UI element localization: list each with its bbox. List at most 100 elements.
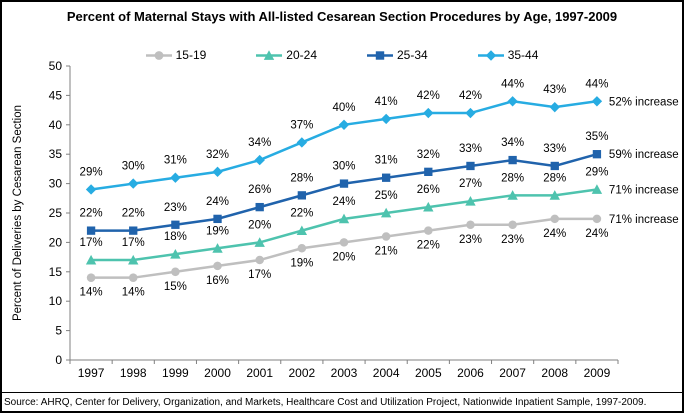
circle-marker	[592, 214, 602, 224]
triangle-legend-marker-icon	[256, 49, 283, 60]
circle-marker	[128, 273, 138, 282]
data-label: 34%	[248, 137, 271, 149]
data-label: 17%	[248, 269, 271, 281]
circle-marker	[86, 273, 96, 282]
y-tick-label: 10	[49, 294, 63, 308]
legend-label: 20-24	[286, 48, 317, 62]
triangle-marker	[128, 254, 139, 265]
triangle-marker	[254, 237, 265, 247]
square-marker	[171, 220, 180, 229]
data-label: 24%	[543, 228, 566, 240]
data-label: 14%	[80, 287, 103, 299]
increase-annotation: 71% increase	[609, 184, 679, 196]
square-marker	[86, 226, 96, 235]
y-tick-label: 30	[49, 177, 63, 191]
data-label: 22%	[122, 208, 145, 220]
line-chart-plot: 0 5 10 15 20 25 30 35 40 45 50 1997 1998 1999 2000 2001…	[12, 59, 679, 380]
circle-marker	[466, 220, 475, 230]
x-tick-label: 2006	[457, 366, 484, 380]
data-label: 44%	[501, 78, 524, 90]
data-label: 28%	[501, 172, 524, 184]
triangle-marker	[85, 254, 97, 265]
y-axis-title: Percent of Deliveries by Cesarean Sectio…	[12, 105, 24, 321]
chart-legend: 15-19 20-24 25-34 35-44	[2, 48, 682, 62]
data-label: 30%	[122, 161, 145, 173]
legend-item-35-44: 35-44	[477, 48, 539, 62]
data-label: 31%	[164, 155, 187, 167]
data-label: 34%	[501, 137, 524, 149]
x-tick-label: 2008	[541, 366, 568, 380]
diamond-marker	[170, 172, 181, 183]
data-label: 23%	[164, 202, 187, 214]
triangle-marker	[465, 196, 476, 206]
square-legend-marker-icon	[367, 50, 393, 60]
x-tick-label: 2001	[246, 366, 273, 380]
x-tick-label: 2000	[204, 366, 231, 380]
diamond-marker	[85, 184, 97, 195]
triangle-marker	[591, 184, 603, 194]
square-marker	[508, 155, 517, 165]
data-label: 21%	[375, 246, 398, 258]
diamond-marker	[423, 107, 434, 119]
data-label: 43%	[543, 84, 566, 96]
legend-item-25-34: 25-34	[367, 48, 428, 62]
triangle-marker	[380, 207, 392, 218]
data-label: 22%	[290, 208, 313, 220]
y-tick-label: 40	[49, 118, 63, 132]
y-tick-label: 15	[49, 265, 63, 279]
circle-marker	[508, 220, 517, 230]
square-marker	[297, 191, 307, 200]
data-label: 18%	[164, 231, 187, 243]
x-tick-label: 1997	[78, 366, 105, 380]
data-label: 19%	[290, 257, 313, 269]
circle-marker	[424, 226, 433, 235]
diamond-marker	[338, 119, 350, 130]
data-label: 14%	[122, 287, 145, 299]
x-tick-label: 2009	[584, 366, 611, 380]
triangle-marker	[549, 190, 560, 200]
square-marker	[213, 214, 222, 224]
circle-marker	[213, 261, 222, 271]
data-label: 40%	[332, 102, 355, 114]
data-label: 37%	[290, 119, 313, 131]
square-marker	[466, 161, 475, 171]
data-label: 23%	[459, 234, 482, 246]
square-marker	[339, 179, 349, 188]
legend-label: 25-34	[397, 48, 428, 62]
data-label: 42%	[459, 90, 482, 102]
data-label: 32%	[417, 149, 440, 161]
square-marker	[129, 226, 138, 235]
source-note: Source: AHRQ, Center for Delivery, Organ…	[2, 392, 682, 411]
square-marker	[592, 150, 602, 159]
x-tick-label: 2004	[373, 366, 400, 380]
legend-item-20-24: 20-24	[256, 48, 317, 62]
data-label: 30%	[332, 161, 355, 173]
series-line-15-19	[91, 217, 597, 279]
y-tick-label: 0	[55, 353, 62, 367]
data-label: 28%	[543, 172, 566, 184]
legend-label: 15-19	[175, 48, 207, 62]
data-label: 35%	[585, 131, 608, 143]
square-marker	[381, 173, 391, 182]
diamond-legend-marker-icon	[477, 49, 504, 61]
diamond-marker	[212, 166, 223, 178]
data-label: 19%	[206, 225, 229, 237]
increase-annotation: 59% increase	[609, 149, 679, 161]
increase-annotation: 71% increase	[609, 214, 679, 226]
legend-label: 35-44	[507, 48, 539, 62]
triangle-marker	[338, 213, 350, 224]
y-tick-label: 50	[49, 59, 63, 73]
data-label: 41%	[375, 96, 398, 108]
circle-marker	[381, 232, 391, 241]
circle-marker	[297, 244, 307, 253]
data-label: 25%	[375, 190, 398, 202]
data-label: 24%	[206, 196, 229, 208]
circle-marker	[550, 214, 560, 224]
data-label: 23%	[501, 234, 524, 246]
diamond-marker	[380, 113, 392, 125]
diamond-marker	[296, 137, 308, 148]
data-label: 27%	[459, 178, 482, 190]
legend-item-15-19: 15-19	[145, 48, 207, 62]
data-label: 22%	[417, 240, 440, 252]
